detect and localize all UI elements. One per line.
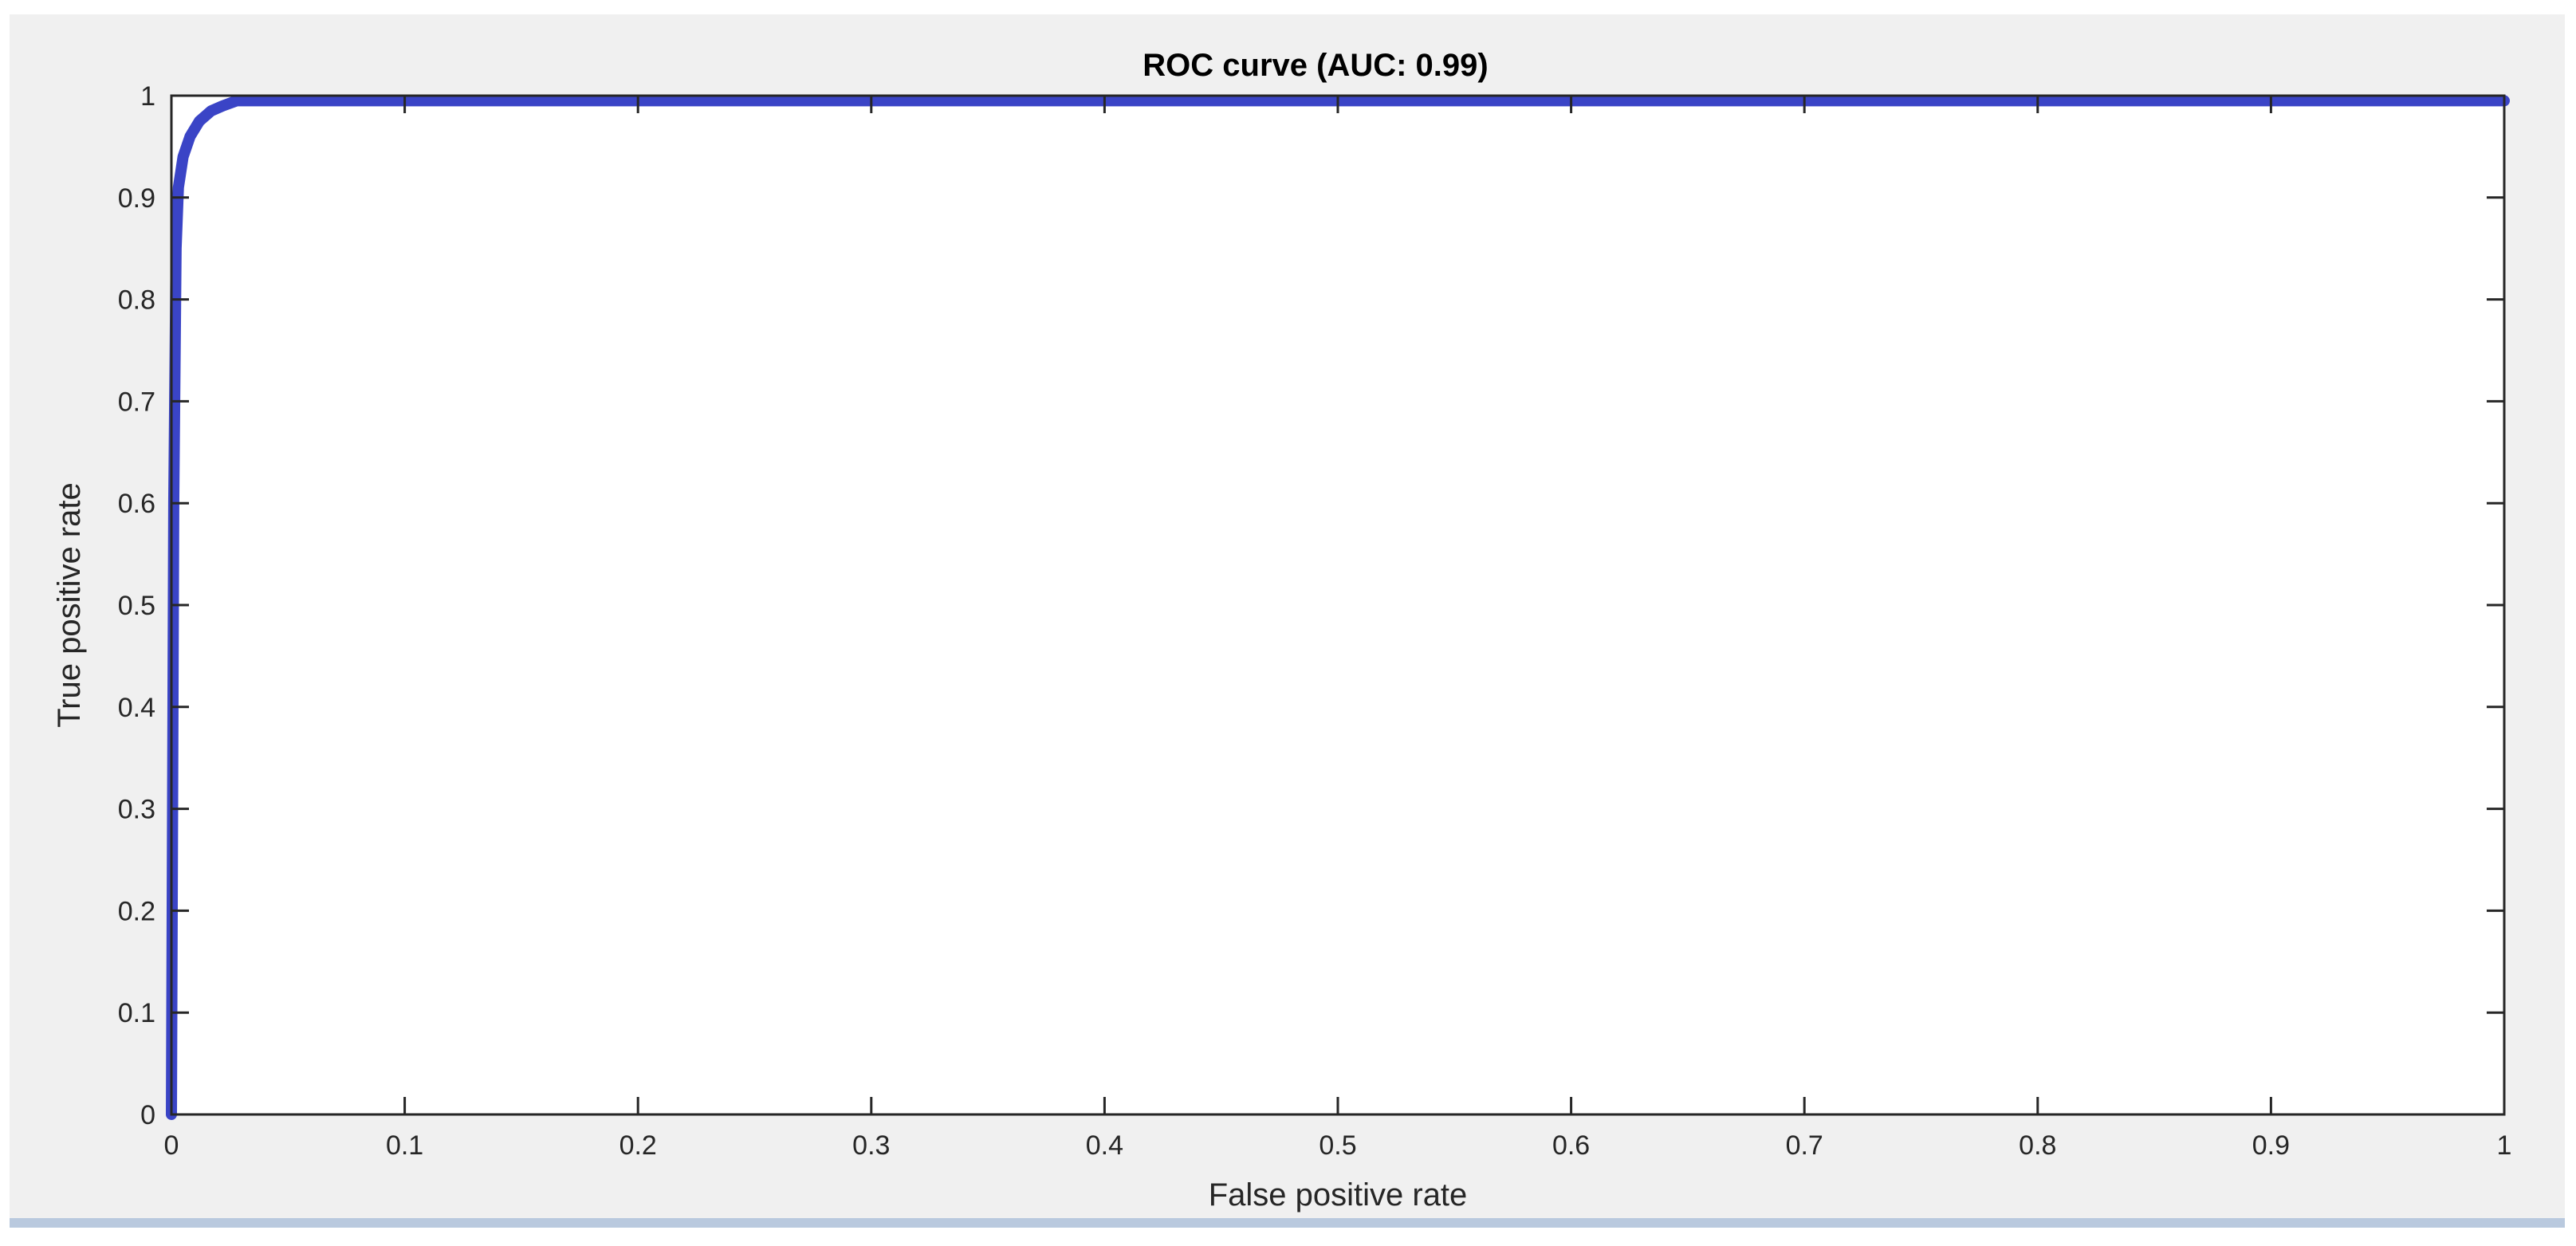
- x-tick-label: 0.3: [852, 1130, 890, 1161]
- y-tick-label: 0.6: [118, 489, 155, 519]
- y-tick-label: 0.1: [118, 998, 155, 1028]
- x-ticks: 0 0.1 0.2 0.3 0.4 0.5 0.6 0.7 0.8 0.9 1: [164, 96, 2512, 1161]
- y-tick-label: 0: [140, 1100, 155, 1130]
- y-tick-label: 1: [140, 81, 155, 112]
- y-tick-label: 0.5: [118, 591, 155, 621]
- plot-area: [171, 96, 2504, 1114]
- x-tick-label: 0.9: [2252, 1130, 2290, 1161]
- x-tick-label: 0.5: [1319, 1130, 1356, 1161]
- x-tick-label: 0.1: [386, 1130, 423, 1161]
- x-tick-label: 0: [164, 1130, 179, 1161]
- x-tick-label: 0.2: [619, 1130, 657, 1161]
- x-tick-label: 0.8: [2019, 1130, 2056, 1161]
- roc-curve-line: [166, 95, 2510, 1120]
- bottom-bar: [10, 1218, 2565, 1228]
- x-tick-label: 1: [2497, 1130, 2512, 1161]
- x-tick-label: 0.4: [1086, 1130, 1123, 1161]
- y-tick-label: 0.9: [118, 183, 155, 214]
- y-tick-label: 0.2: [118, 896, 155, 926]
- y-axis-label: True positive rate: [52, 482, 87, 728]
- x-axis-label: False positive rate: [1209, 1177, 1468, 1213]
- curve-layer: [166, 95, 2510, 1120]
- y-tick-label: 0.8: [118, 285, 155, 316]
- y-tick-label: 0.3: [118, 795, 155, 825]
- x-tick-label: 0.7: [1786, 1130, 1823, 1161]
- y-ticks: 0 0.1 0.2 0.3 0.4 0.5 0.6 0.7 0.8 0.9 1: [118, 81, 2504, 1130]
- y-tick-label: 0.4: [118, 693, 155, 723]
- x-tick-label: 0.6: [1552, 1130, 1590, 1161]
- chart-title: ROC curve (AUC: 0.99): [1142, 48, 1488, 83]
- y-tick-label: 0.7: [118, 387, 155, 417]
